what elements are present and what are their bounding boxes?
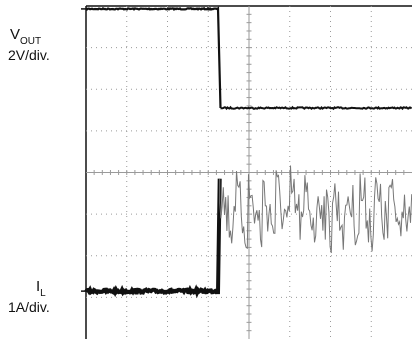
trace-il-ripple: [219, 165, 412, 254]
trace-vout-post: [220, 105, 412, 111]
il-label: IL: [36, 278, 46, 299]
vout-label: VOUT: [10, 26, 41, 47]
trace-il-pre: [84, 178, 222, 299]
vout-label-main: V: [10, 26, 21, 43]
il-scale-label: 1A/div.: [8, 299, 50, 315]
trace-vout-pre: [85, 6, 222, 109]
vout-scale-label: 2V/div.: [8, 47, 50, 63]
il-label-sub: L: [40, 288, 46, 299]
vout-label-sub: OUT: [20, 36, 42, 47]
il-label-main: I: [36, 278, 41, 295]
